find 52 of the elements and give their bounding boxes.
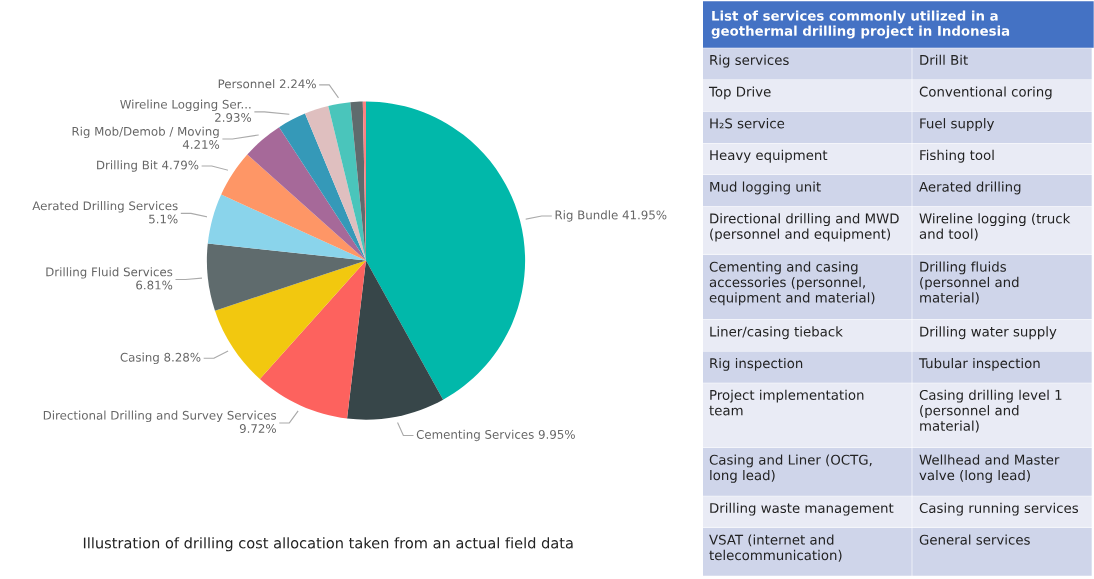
text: Drilling waste management bbox=[710, 502, 894, 516]
text: Drill Bit bbox=[920, 54, 968, 65]
data-label: 9.72% bbox=[239, 424, 276, 433]
text: Mud logging unit bbox=[710, 181, 821, 195]
pie-slice bbox=[214, 260, 366, 380]
data-label: 6.81% bbox=[136, 280, 173, 290]
slice-label: Rig Mob/Demob / Moving bbox=[72, 126, 219, 139]
text: Rig inspection bbox=[710, 357, 803, 371]
text: Conventional coring bbox=[919, 86, 1052, 100]
text: Directional drilling and MWD (personnel and equipment) bbox=[710, 213, 899, 242]
slice-label: Drilling Bit 4.79% bbox=[97, 160, 199, 172]
text: Casing running services bbox=[919, 502, 1079, 516]
pie-slice bbox=[328, 102, 366, 261]
data-label: 2.93% bbox=[215, 113, 252, 122]
text: Wireline logging (truck and tool) bbox=[919, 213, 1071, 241]
slice-label: Cementing Services 9.95% bbox=[416, 429, 575, 442]
text: Wellhead and Master valve (long lead) bbox=[919, 454, 1060, 483]
text: Rig services bbox=[710, 54, 789, 68]
pie-slice bbox=[207, 194, 366, 261]
text: Casing drilling level 1 (personnel and material) bbox=[919, 389, 1062, 433]
text: Top Drive bbox=[708, 86, 771, 100]
text: List of services commonly utilized in a geothermal drilling project in Indonesia bbox=[711, 10, 1010, 39]
text: Aerated drilling bbox=[919, 181, 1021, 195]
text: Drilling fluids (personnel and material) bbox=[920, 261, 1019, 305]
text: Fuel supply bbox=[920, 118, 995, 131]
pie-slice bbox=[347, 260, 444, 420]
slice-label: Personnel 2.24% bbox=[218, 79, 316, 89]
text: Tubular inspection bbox=[918, 357, 1040, 371]
data-label: 5.1% bbox=[149, 214, 178, 224]
pie-slice bbox=[221, 154, 366, 261]
pie-slice bbox=[365, 101, 526, 400]
text: Liner/casing tieback bbox=[710, 326, 843, 340]
text: Cementing and casing accessories (personnel, equipment and material) bbox=[709, 261, 875, 306]
text: Fishing tool bbox=[920, 149, 994, 163]
slice-label: Drilling Fluid Services bbox=[46, 267, 173, 279]
text: H₂S service bbox=[710, 118, 785, 129]
pie-slice bbox=[247, 127, 366, 261]
text: Heavy equipment bbox=[710, 149, 828, 163]
text: Project implementation team bbox=[709, 389, 864, 416]
text: General services bbox=[919, 534, 1030, 545]
slice-label: Wireline Logging Ser... bbox=[120, 99, 251, 112]
text: Illustration of drilling cost allocation taken from an actual field data bbox=[83, 537, 573, 552]
slice-label: Rig Bundle 41.95% bbox=[555, 210, 667, 222]
slice-label: Directional Drilling and Survey Services bbox=[43, 410, 277, 423]
pie-slice bbox=[206, 243, 366, 311]
pie-slice bbox=[279, 113, 366, 261]
slice-label: Casing 8.28% bbox=[120, 352, 201, 365]
data-label: 4.21% bbox=[182, 140, 220, 150]
text: VSAT (internet and telecommunication) bbox=[709, 534, 842, 562]
slice-label: Aerated Drilling Services bbox=[32, 201, 178, 213]
text: Drilling water supply bbox=[920, 326, 1057, 340]
text: Casing and Liner (OCTG, long lead) bbox=[709, 454, 872, 483]
